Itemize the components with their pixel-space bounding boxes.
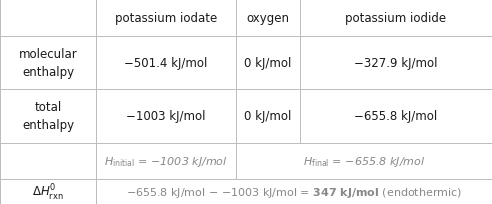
Text: −327.9 kJ/mol: −327.9 kJ/mol xyxy=(354,57,438,70)
Text: −655.8 kJ/mol − −1003 kJ/mol = $\mathbf{347\ kJ/mol}$ (endothermic): −655.8 kJ/mol − −1003 kJ/mol = $\mathbf{… xyxy=(126,185,462,199)
Text: 0 kJ/mol: 0 kJ/mol xyxy=(245,110,292,123)
Text: potassium iodate: potassium iodate xyxy=(115,12,217,25)
Text: 0 kJ/mol: 0 kJ/mol xyxy=(245,57,292,70)
Text: $\Delta H^0_\mathrm{rxn}$: $\Delta H^0_\mathrm{rxn}$ xyxy=(32,182,64,202)
Text: oxygen: oxygen xyxy=(246,12,290,25)
Text: molecular
enthalpy: molecular enthalpy xyxy=(19,48,77,79)
Text: total
enthalpy: total enthalpy xyxy=(22,101,74,132)
Text: −655.8 kJ/mol: −655.8 kJ/mol xyxy=(354,110,438,123)
Text: −1003 kJ/mol: −1003 kJ/mol xyxy=(126,110,206,123)
Text: −501.4 kJ/mol: −501.4 kJ/mol xyxy=(124,57,208,70)
Text: $H_\mathrm{initial}$ = −1003 kJ/mol: $H_\mathrm{initial}$ = −1003 kJ/mol xyxy=(104,154,228,168)
Text: potassium iodide: potassium iodide xyxy=(345,12,447,25)
Text: $H_\mathrm{final}$ = −655.8 kJ/mol: $H_\mathrm{final}$ = −655.8 kJ/mol xyxy=(303,154,425,168)
